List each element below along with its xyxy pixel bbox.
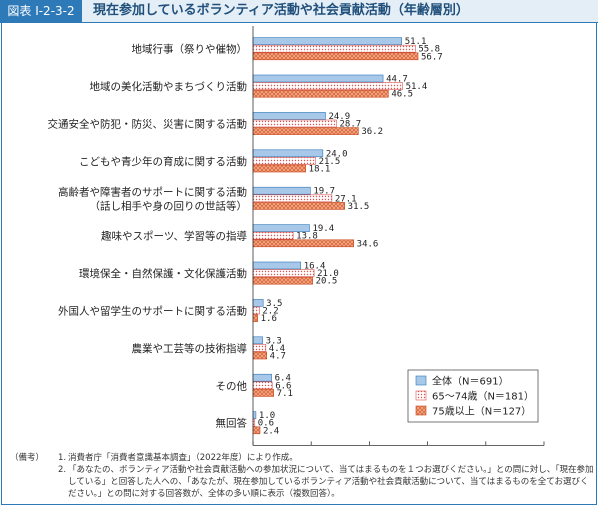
data-label: 1.0 [259,411,275,421]
category-label: 地域の美化活動やまちづくり活動 [90,80,248,93]
data-label: 16.4 [304,262,326,272]
legend-swatch-series-65-74 [415,390,427,401]
category-label: 地域行事（祭りや催物） [132,43,248,56]
category-label: 趣味やスポーツ、学習等の指導 [101,230,247,243]
data-label: 0.6 [258,419,274,429]
category-label: （話し相手や身の回りの世話等） [90,199,248,212]
legend-box [407,369,539,423]
bar-series-75-plus [252,314,258,322]
bar-series-all [252,224,310,232]
data-label: 56.7 [421,52,443,62]
data-label: 6.4 [275,374,291,384]
bar-series-75-plus [252,351,267,360]
bar-series-65-74 [252,381,273,390]
bar-series-all [252,112,326,120]
data-label: 19.7 [313,187,335,197]
bar-series-75-plus [252,389,274,397]
data-label: 19.4 [312,224,334,234]
data-label: 4.4 [269,344,285,354]
legend-label: 65～74歳（N＝181） [432,391,534,403]
figure-header: 図表 I-2-3-2 現在参加しているボランティア活動や社会貢献活動（年齢層別） [0,0,598,23]
bar-series-65-74 [252,44,416,53]
category-label: 無回答 [216,417,248,430]
category-label: 農業や工芸等の技術指導 [132,342,248,355]
data-label: 20.5 [316,277,338,287]
chart-notes: （備考） 1. 消費者庁「消費者意識基本調査」（2022年度）により作成。 2.… [10,452,594,500]
data-label: 2.2 [262,307,278,317]
bar-series-all [252,149,324,158]
legend-swatch-series-all [415,375,427,386]
bar-series-all [252,74,384,83]
data-label: 3.5 [266,299,282,309]
data-label: 27.1 [335,194,357,204]
data-label: 24.9 [328,112,350,122]
bar-series-75-plus [252,89,389,98]
data-label: 34.6 [357,239,379,249]
bar-series-65-74 [252,231,294,240]
data-label: 31.5 [348,202,370,212]
bar-series-all [252,336,263,345]
data-label: 51.4 [406,82,428,92]
bar-series-65-74 [252,119,337,128]
bar-series-all [252,411,257,419]
bar-series-65-74 [252,306,260,315]
data-label: 4.7 [270,352,286,362]
data-label: 2.4 [263,426,279,436]
bar-chart: 地域行事（祭りや催物） 51.155.856.7 地域の美化活動やまちづくり活動 44… [48,26,545,446]
note-row-1: （備考） 1. 消費者庁「消費者意識基本調査」（2022年度）により作成。 [10,452,594,464]
data-label: 21.0 [317,269,339,279]
data-label: 24.0 [326,149,348,159]
data-label: 3.3 [266,336,282,346]
category-label: 環境保全・自然保護・文化保護活動 [79,267,247,280]
data-label: 6.6 [275,381,291,391]
legend-label: 75歳以上（N＝127） [432,406,531,418]
category-label: 交通安全や防犯・防災、災害に関する活動 [48,118,248,131]
legend-swatch-series-75-plus [415,405,427,416]
bar-series-75-plus [252,202,345,210]
chart-title: 現在参加しているボランティア活動や社会貢献活動（年齢層別） [93,3,469,18]
bar-series-all [252,186,311,195]
bar-series-75-plus [252,52,419,61]
category-label: 高齢者や障害者のサポートに関する活動 [58,185,247,198]
data-label: 55.8 [418,45,440,55]
figure-label: 図表 I-2-3-2 [0,0,82,22]
data-label: 7.1 [277,389,293,399]
note-row-2: 2. 「あなたの、ボランティア活動や社会貢献活動への参加状況について、当てはまる… [10,464,594,500]
data-label: 13.8 [296,232,318,242]
note-number: 2. [58,465,67,475]
category-label: 外国人や留学生のサポートに関する活動 [58,305,247,318]
data-label: 18.1 [309,165,331,175]
data-label: 21.5 [319,157,341,167]
category-label: こどもや青少年の育成に関する活動 [79,155,247,168]
bar-series-65-74 [252,157,316,165]
bar-series-65-74 [252,344,267,352]
data-label: 28.7 [340,120,362,130]
data-label: 36.2 [361,127,383,137]
data-label: 1.6 [261,314,277,324]
bar-series-65-74 [252,82,403,90]
data-label: 46.5 [391,90,413,100]
legend-label: 全体（N＝691） [432,375,509,388]
data-label: 51.1 [405,37,427,47]
bar-series-all [252,373,272,382]
bar-series-75-plus [252,164,306,173]
bar-series-all [252,261,302,270]
note-text: 「あなたの、ボランティア活動や社会貢献活動への参加状況について、当てはまるものを… [68,465,594,499]
bar-series-all [252,299,264,307]
data-label: 44.7 [386,75,408,85]
category-label: その他 [216,379,248,392]
notes-label: （備考） [10,453,45,463]
note-number: 1. [58,453,67,463]
bar-series-75-plus [252,276,313,285]
note-text: 消費者庁「消費者意識基本調査」（2022年度）により作成。 [68,453,298,463]
bar-series-all [252,37,403,45]
